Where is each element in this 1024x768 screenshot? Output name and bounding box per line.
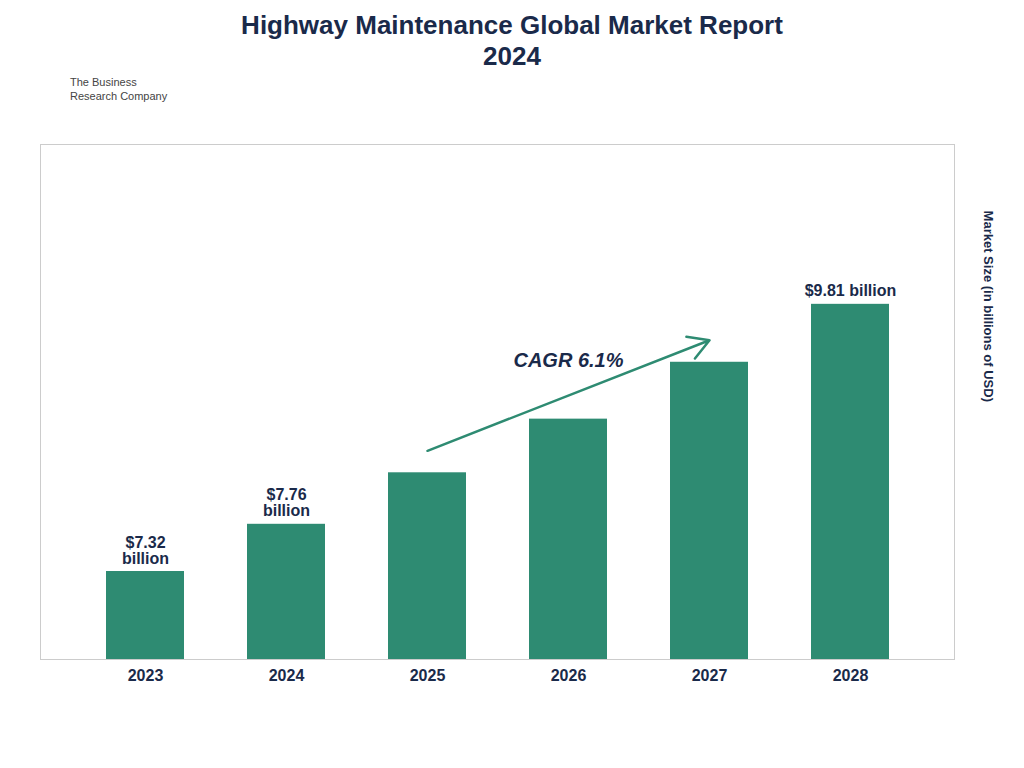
svg-text:2027: 2027	[692, 667, 728, 684]
svg-text:$7.32billion: $7.32billion	[122, 533, 169, 566]
svg-text:Market Size (in billions of US: Market Size (in billions of USD)	[981, 210, 996, 401]
svg-text:2023: 2023	[128, 667, 164, 684]
svg-text:CAGR 6.1%: CAGR 6.1%	[513, 349, 623, 371]
svg-text:2028: 2028	[833, 667, 869, 684]
svg-text:$7.76billion: $7.76billion	[263, 486, 310, 519]
html-text:The Business Research Company: The Business Research Company	[70, 76, 168, 103]
svg-text:2026: 2026	[551, 667, 587, 684]
svg-text:2024: 2024	[269, 667, 305, 684]
svg-text:2025: 2025	[410, 667, 446, 684]
svg-text:$9.81 billion: $9.81 billion	[805, 282, 897, 299]
html-text:Highway Maintenance Global Mar: Highway Maintenance Global Market Report…	[241, 10, 783, 72]
